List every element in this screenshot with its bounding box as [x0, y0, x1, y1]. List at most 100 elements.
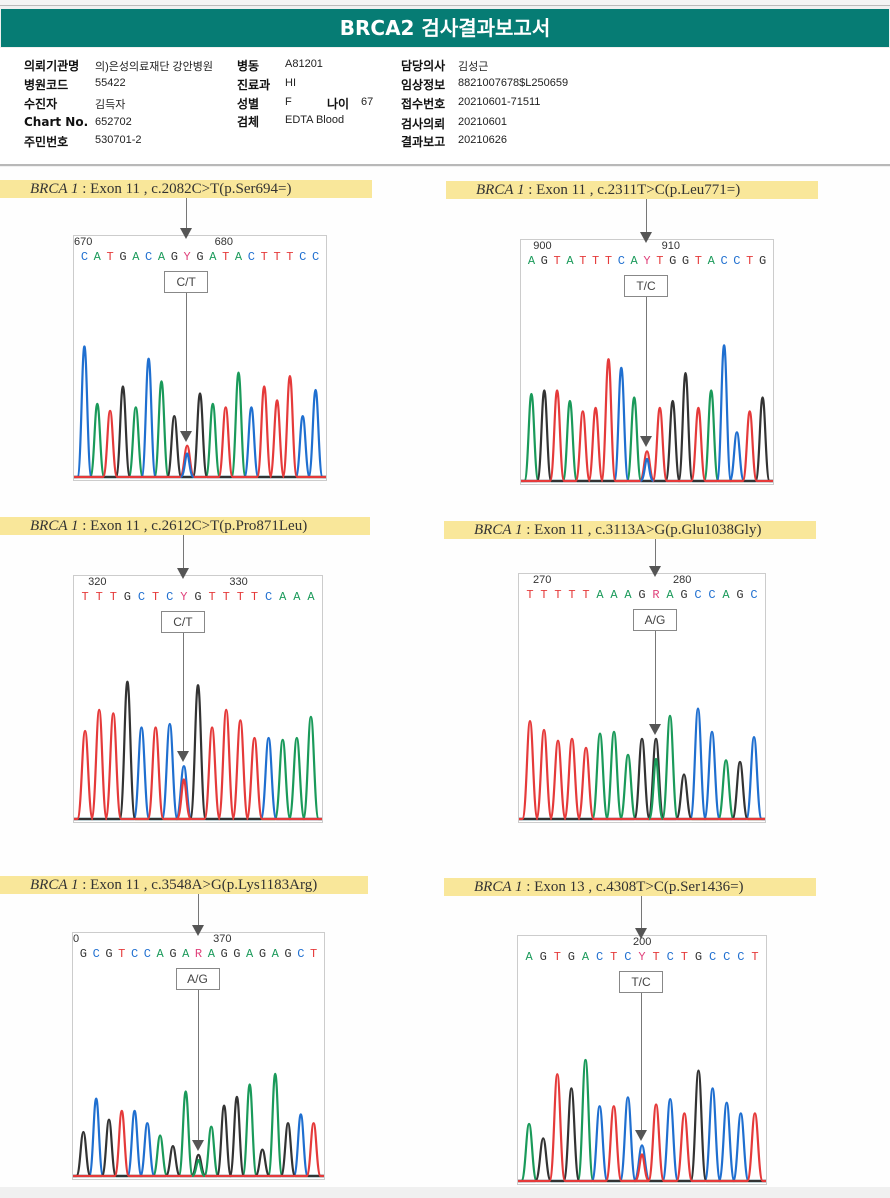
- base-call: C: [131, 947, 138, 961]
- base-call: T: [222, 250, 229, 264]
- secondary-peak: [647, 757, 665, 821]
- trace-C: [518, 1087, 766, 1183]
- base-call: T: [96, 590, 103, 604]
- base-call: T: [107, 250, 114, 264]
- genotype-callout: T/C: [619, 971, 663, 993]
- base-call: C: [733, 254, 740, 268]
- trace-G: [73, 1095, 324, 1178]
- base-call: G: [171, 250, 178, 264]
- arrow-down-icon: [635, 1130, 647, 1142]
- variant-description: : Exon 11 , c.3548A>G(p.Lys1183Arg): [78, 877, 318, 893]
- base-call: G: [80, 947, 87, 961]
- base-call: G: [540, 950, 547, 964]
- variant-description: : Exon 13 , c.4308T>C(p.Ser1436=): [522, 879, 744, 895]
- trace-A: [74, 371, 326, 479]
- arrow-down-icon: [640, 232, 652, 243]
- base-call: C: [297, 947, 304, 961]
- info-value: 652702: [95, 116, 132, 128]
- base-call: Y: [638, 950, 645, 964]
- pointer-line: [182, 633, 184, 752]
- base-call: A: [722, 588, 730, 602]
- base-call: G: [541, 254, 548, 268]
- variant-caption: BRCA 1 : Exon 13 , c.4308T>C(p.Ser1436=): [444, 878, 816, 896]
- pointer-line: [655, 539, 656, 567]
- base-position-label: 320: [88, 576, 107, 588]
- info-value: 김득자: [95, 99, 126, 111]
- arrow-down-icon: [191, 925, 204, 936]
- info-label: 병동: [237, 59, 260, 73]
- base-call: G: [669, 254, 676, 268]
- trace-C: [521, 344, 773, 483]
- base-call: G: [196, 250, 203, 264]
- base-call: T: [118, 947, 125, 961]
- base-call: C: [93, 947, 100, 961]
- base-call: T: [579, 254, 586, 268]
- base-call: T: [261, 250, 268, 264]
- pointer-line: [197, 990, 199, 1140]
- genotype-callout: A/G: [175, 968, 220, 990]
- base-call: A: [708, 254, 716, 268]
- info-value: F: [285, 96, 292, 108]
- base-call: T: [237, 590, 244, 604]
- gene-name: BRCA 1: [476, 182, 525, 198]
- info-label: 임상정보: [401, 78, 446, 92]
- info-label: Chart No.: [24, 115, 89, 129]
- info-label: 결과보고: [401, 135, 446, 149]
- info-value: HI: [285, 77, 296, 89]
- info-label: 주민번호: [24, 135, 69, 149]
- base-call: G: [284, 947, 291, 961]
- arrow-down-icon: [649, 723, 661, 735]
- variant-description: : Exon 11 , c.2612C>T(p.Pro871Leu): [78, 518, 308, 534]
- base-call: A: [94, 250, 102, 264]
- base-call: C: [708, 588, 715, 602]
- base-call: C: [750, 588, 757, 602]
- genotype-callout: C/T: [164, 271, 209, 293]
- base-call: G: [169, 947, 176, 961]
- base-call: T: [746, 254, 753, 268]
- base-call: R: [195, 947, 202, 961]
- arrow-down-icon: [180, 228, 193, 239]
- base-call: C: [144, 947, 151, 961]
- base-call: T: [152, 590, 159, 604]
- base-call: T: [568, 588, 575, 602]
- base-call: G: [233, 947, 240, 961]
- base-call: Y: [184, 250, 191, 264]
- trace-C: [73, 1097, 324, 1178]
- base-call: C: [145, 250, 152, 264]
- info-value: 김성근: [458, 61, 489, 73]
- base-position-label: 670: [74, 236, 93, 248]
- info-value: 20210601: [458, 116, 507, 128]
- genotype-callout: C/T: [160, 611, 205, 633]
- base-call: C: [248, 250, 255, 264]
- gene-name: BRCA 1: [30, 181, 79, 197]
- info-label: 나이: [327, 97, 350, 111]
- base-call: A: [307, 590, 315, 604]
- info-value: 67: [361, 96, 374, 108]
- gene-name: BRCA 1: [474, 879, 523, 895]
- base-call: T: [653, 950, 660, 964]
- trace-A: [519, 714, 765, 821]
- info-label: 병원코드: [24, 78, 69, 92]
- base-call: T: [286, 250, 293, 264]
- trace-G: [519, 737, 765, 821]
- base-position-label: 0: [73, 933, 80, 945]
- info-value: 20210601-71511: [458, 96, 541, 108]
- trace-A: [74, 715, 322, 821]
- base-call: C: [723, 950, 730, 964]
- gene-name: BRCA 1: [474, 522, 523, 538]
- base-position-label: 200: [633, 936, 652, 948]
- arrow-down-icon: [176, 568, 189, 579]
- gene-name: BRCA 1: [30, 877, 79, 893]
- base-call: C: [299, 250, 306, 264]
- pointer-line: [197, 894, 199, 926]
- report-title: BRCA2 검사결과보고서: [1, 9, 889, 47]
- base-call: A: [528, 254, 536, 268]
- base-call: G: [105, 947, 112, 961]
- secondary-peak: [191, 1159, 206, 1178]
- base-call: A: [208, 947, 216, 961]
- base-call: G: [568, 950, 575, 964]
- base-call: T: [681, 950, 688, 964]
- base-call: T: [223, 590, 230, 604]
